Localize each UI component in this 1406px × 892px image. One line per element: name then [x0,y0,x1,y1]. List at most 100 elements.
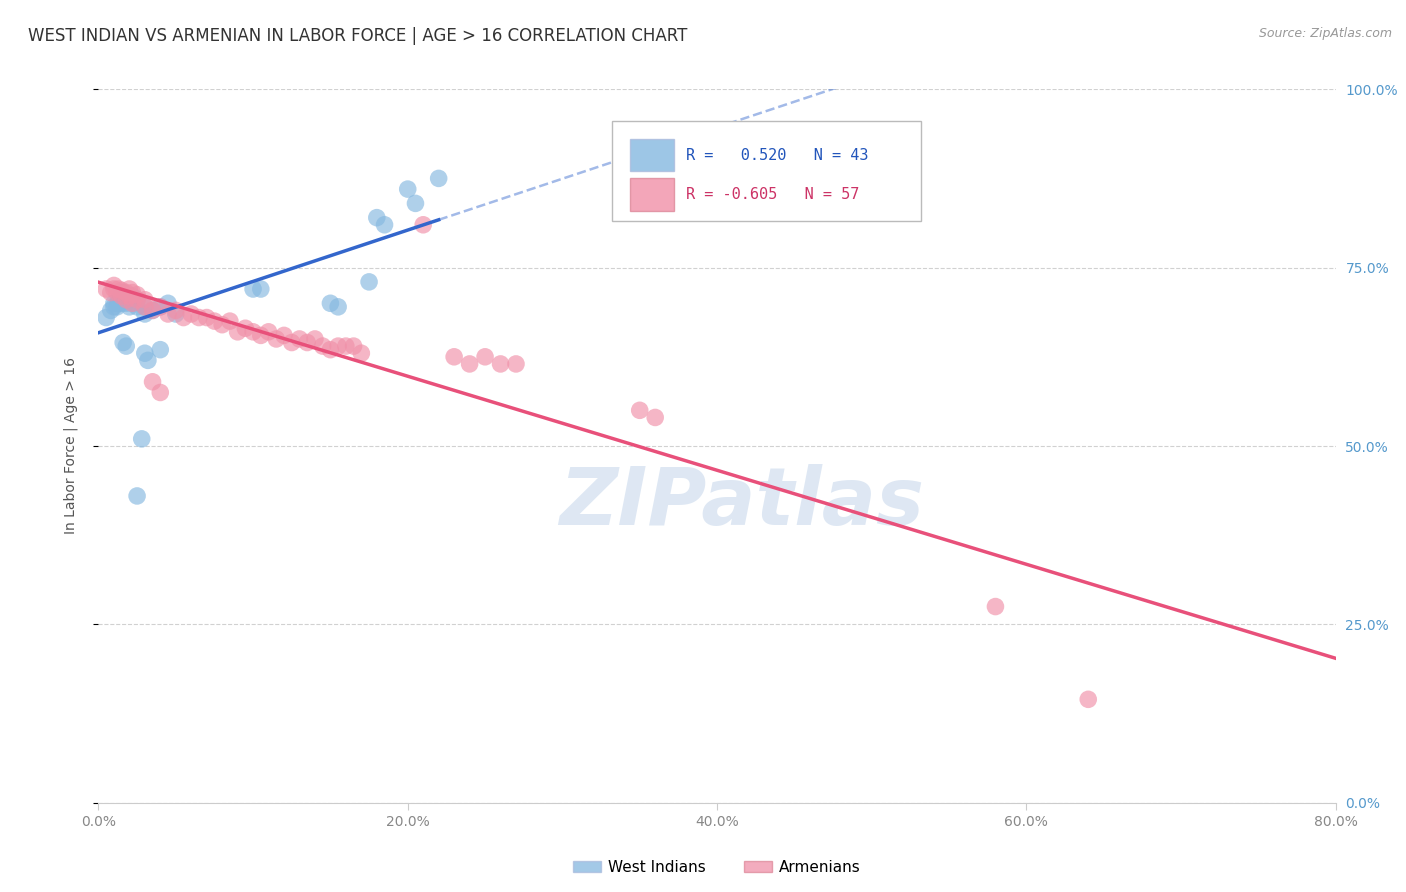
Point [474,350,496,364]
Bar [630,139,673,171]
Point [405,196,427,211]
Point [111,284,134,298]
Point [335,339,357,353]
Point [131,432,153,446]
Point [134,346,156,360]
Point [103,282,125,296]
FancyBboxPatch shape [612,121,921,221]
Point [107,293,129,307]
Point [134,307,156,321]
Point [250,328,273,343]
Point [304,332,326,346]
Point [281,335,304,350]
Point [427,171,450,186]
Point [112,285,135,300]
Point [121,296,143,310]
Point [100,303,122,318]
Point [149,343,172,357]
Point [211,318,233,332]
Point [134,300,156,314]
Point [226,325,249,339]
Point [118,300,141,314]
Point [121,296,143,310]
Point [242,282,264,296]
Point [149,385,172,400]
Point [111,289,134,303]
Point [103,278,125,293]
Point [105,300,128,314]
Legend: West Indians, Armenians: West Indians, Armenians [567,854,868,880]
Point [142,303,165,318]
Point [112,293,135,307]
Point [136,353,159,368]
Point [107,282,129,296]
Point [319,343,342,357]
Point [134,300,156,314]
Point [157,296,180,310]
Point [374,218,396,232]
Point [111,285,134,300]
Point [273,328,295,343]
Point [111,289,134,303]
Point [115,285,138,300]
Point [165,307,187,321]
Point [219,314,242,328]
Text: Source: ZipAtlas.com: Source: ZipAtlas.com [1258,27,1392,40]
Point [235,321,257,335]
Point [111,296,134,310]
Point [505,357,527,371]
Point [118,293,141,307]
Point [115,293,138,307]
Point [127,300,149,314]
Point [188,310,211,325]
Point [204,314,226,328]
Point [96,282,118,296]
Point [1077,692,1099,706]
Point [127,293,149,307]
Point [319,296,342,310]
Bar [630,178,673,211]
Point [297,335,319,350]
Point [165,303,187,318]
Text: R =   0.520   N = 43: R = 0.520 N = 43 [686,148,869,163]
Point [142,303,165,318]
Point [100,285,122,300]
Point [312,339,335,353]
Point [134,293,156,307]
Point [326,300,350,314]
Point [118,282,141,296]
Point [115,289,138,303]
Point [127,287,149,301]
Point [366,211,388,225]
Point [326,339,350,353]
Point [288,332,311,346]
Point [412,218,434,232]
Point [343,339,366,353]
Point [250,282,273,296]
Point [458,357,481,371]
Point [644,410,666,425]
Point [115,339,138,353]
Point [173,310,195,325]
Point [489,357,512,371]
Point [628,403,651,417]
Point [157,307,180,321]
Point [118,289,141,303]
Text: R = -0.605   N = 57: R = -0.605 N = 57 [686,187,859,202]
Point [195,310,218,325]
Point [396,182,419,196]
Point [107,296,129,310]
Point [350,346,373,360]
Point [121,285,143,300]
Y-axis label: In Labor Force | Age > 16: In Labor Force | Age > 16 [63,358,77,534]
Text: ZIPatlas: ZIPatlas [560,464,924,542]
Point [357,275,380,289]
Point [149,300,172,314]
Point [443,350,465,364]
Point [266,332,288,346]
Point [103,300,125,314]
Point [242,325,264,339]
Point [115,296,138,310]
Point [149,300,172,314]
Point [142,375,165,389]
